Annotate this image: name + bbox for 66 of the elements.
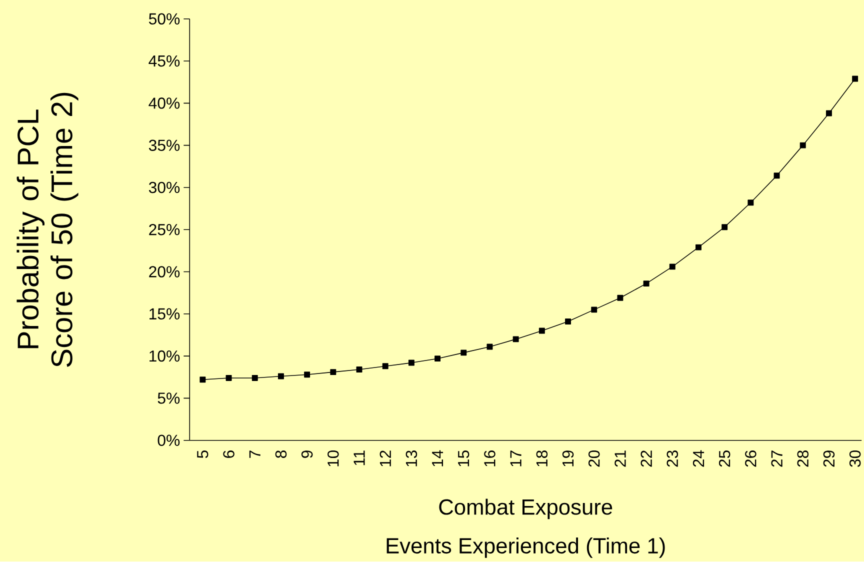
- x-tick-label: 26: [745, 450, 756, 467]
- point: [669, 264, 676, 270]
- x-tick-label: 18: [536, 450, 548, 466]
- point: [617, 295, 624, 302]
- x-tick-label: 22: [640, 450, 652, 467]
- point: [800, 142, 806, 148]
- y-tick-label: 40%: [148, 98, 180, 109]
- point: [538, 328, 545, 334]
- x-tick-label: 30: [849, 450, 861, 468]
- x-tick-label: 21: [614, 450, 626, 467]
- x-axis-title: Combat Exposure: [439, 498, 612, 520]
- x-tick-label: 12: [380, 450, 391, 466]
- point: [512, 336, 519, 342]
- x-tick-label: 13: [406, 450, 418, 466]
- x-tick-label: 28: [797, 450, 808, 467]
- point: [226, 375, 232, 382]
- point: [330, 369, 336, 376]
- y-tick-label: 50%: [148, 13, 180, 25]
- x-tick-label: 6: [223, 450, 234, 458]
- x-tick-label: 14: [432, 450, 444, 466]
- point: [722, 224, 728, 230]
- point: [460, 350, 467, 356]
- x-tick-label: 24: [692, 450, 704, 467]
- y-tick-label: 20%: [149, 266, 180, 278]
- point: [696, 244, 702, 250]
- x-tick-label: 17: [510, 450, 522, 466]
- text: Events Experienced (Time 1): [386, 538, 665, 558]
- point: [852, 76, 858, 82]
- x-tick-label: 7: [249, 450, 260, 458]
- y-tick-label: 5%: [158, 392, 180, 404]
- y-tick-label: 0%: [158, 434, 180, 446]
- x-tick-label: 11: [354, 450, 365, 466]
- x-tick-label: 27: [771, 450, 782, 467]
- point: [774, 172, 780, 179]
- x-tick-label: 8: [275, 450, 287, 458]
- x-tick-label: 15: [458, 450, 470, 466]
- point: [408, 360, 414, 366]
- y-tick-label: 15%: [150, 308, 180, 320]
- point: [643, 280, 650, 287]
- point: [565, 318, 571, 325]
- point: [826, 110, 832, 116]
- x-tick-label: 5: [197, 450, 208, 458]
- point: [252, 375, 258, 382]
- x-tick-label: 20: [588, 450, 600, 467]
- point: [200, 376, 206, 383]
- point: [356, 366, 362, 373]
- y-tick-label: 45%: [148, 56, 180, 67]
- x-tick-label: 10: [328, 450, 339, 466]
- x-tick-label: 29: [823, 450, 835, 467]
- x-tick-label: 25: [718, 450, 730, 467]
- point: [278, 373, 284, 380]
- point: [591, 306, 598, 313]
- x-tick-label: 9: [301, 450, 313, 458]
- point: [382, 363, 388, 370]
- point: [304, 372, 310, 378]
- x-tick-label: 23: [666, 450, 678, 467]
- y-tick-label: 30%: [148, 182, 180, 194]
- point: [486, 344, 493, 350]
- y-tick-label: 10%: [150, 350, 180, 362]
- point: [434, 356, 441, 362]
- y-tick-label: 25%: [149, 224, 180, 236]
- y-axis-title: Probability of PCL Score of 50 (Time 2): [16, 93, 78, 368]
- x-tick-label: 19: [562, 450, 574, 466]
- x-tick-label: 16: [484, 450, 496, 466]
- point: [748, 200, 754, 206]
- y-tick-label: 35%: [148, 140, 180, 152]
